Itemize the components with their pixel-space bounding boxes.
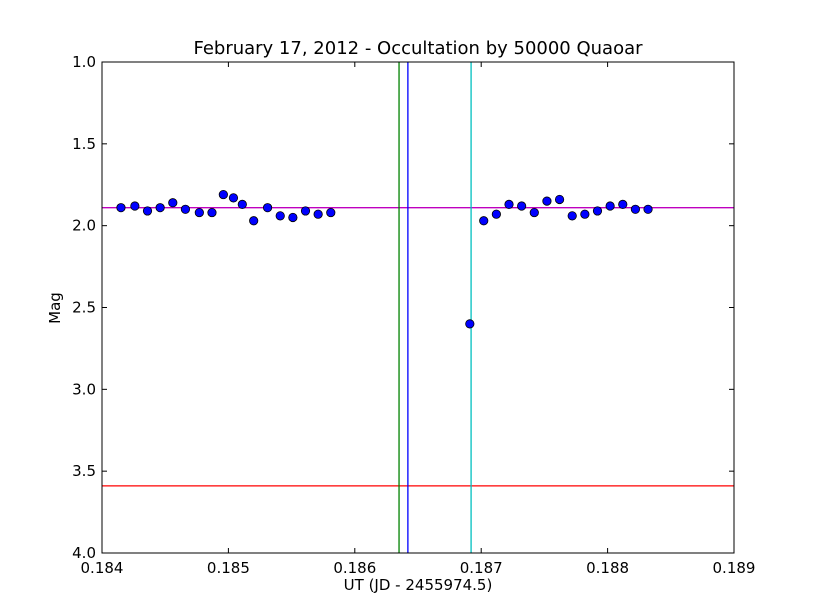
data-point [491,209,501,219]
data-point [194,207,204,218]
axis-ticks: 0.184 0.185 0.186 0.187 0.188 0.189 1.0 1.5 2.0 2… [72,53,755,577]
data-point [300,206,311,216]
data-point [517,201,527,211]
data-point [554,194,565,205]
data-point [249,216,259,226]
data-point [155,203,165,213]
data-point [116,203,126,213]
y-axis-label: Mag [46,292,64,324]
data-point [542,196,552,206]
x-tick-label: 0.185 [207,559,250,577]
x-tick-label: 0.189 [713,559,756,577]
data-point [605,201,615,211]
data-point [504,199,514,209]
chart-title: February 17, 2012 - Occultation by 50000… [193,38,643,59]
y-tick-label: 3.0 [72,380,96,398]
data-point [275,211,285,221]
y-tick-label: 1.5 [72,135,96,153]
x-axis-label: UT (JD - 2455974.5) [344,576,493,594]
data-point [180,204,191,214]
data-point [580,209,590,219]
data-point [218,189,228,200]
reference-lines [102,62,734,553]
data-point [643,204,653,214]
data-point [130,201,140,211]
data-point [207,207,217,218]
x-tick-label: 0.186 [333,559,376,577]
data-point [630,204,641,214]
data-point [529,207,539,218]
x-tick-label: 0.188 [586,559,629,577]
plot-area-frame [101,61,735,554]
x-tick-label: 0.187 [460,559,503,577]
y-tick-label: 1.0 [72,53,96,71]
data-point [168,198,178,208]
data-points [116,189,653,329]
data-point [262,203,273,213]
y-tick-label: 2.5 [72,299,96,317]
data-point [465,319,475,329]
data-point [313,209,323,219]
data-point [592,206,603,216]
data-point [228,193,239,203]
y-tick-label: 4.0 [72,544,96,562]
data-point [326,207,336,218]
data-point [567,211,577,221]
data-point [288,212,298,223]
data-point [142,206,153,216]
data-point [479,216,489,226]
data-point [618,199,628,209]
y-tick-label: 3.5 [72,462,96,480]
data-point [237,199,247,209]
y-tick-label: 2.0 [72,217,96,235]
x-tick-label: 0.184 [81,559,124,577]
